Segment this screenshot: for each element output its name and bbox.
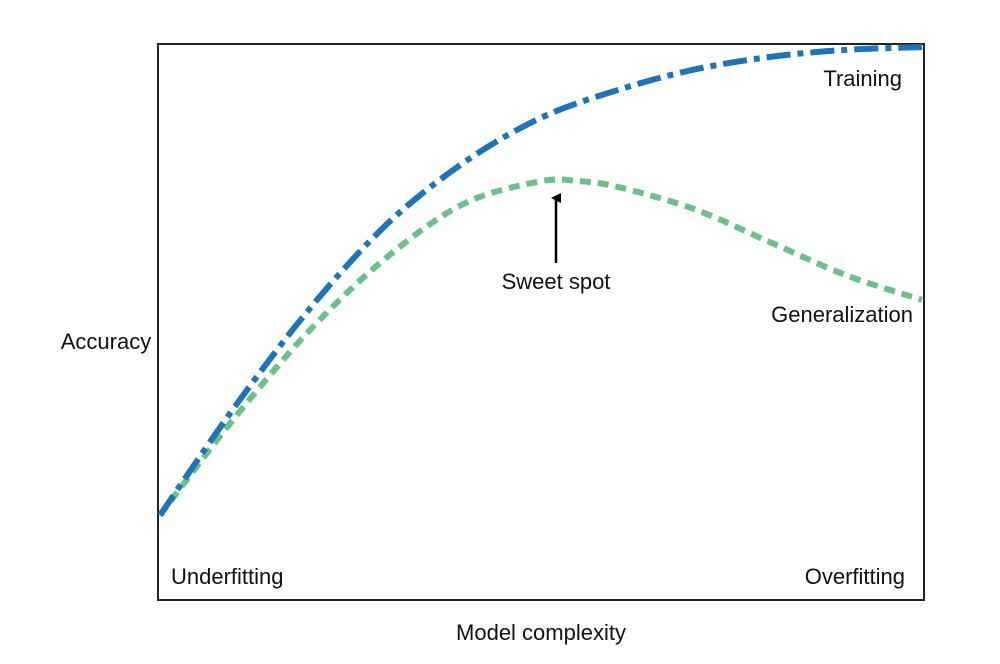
y-axis-label: Accuracy — [61, 329, 151, 354]
series-label-generalization: Generalization — [771, 302, 913, 327]
series-line-generalization — [157, 176, 923, 518]
overfitting-label: Overfitting — [805, 564, 905, 589]
underfitting-label: Underfitting — [171, 564, 284, 589]
plot-frame — [157, 43, 925, 601]
series-label-training: Training — [823, 66, 902, 91]
x-axis-label: Model complexity — [456, 620, 626, 645]
series-layer — [157, 44, 923, 518]
sweet-spot-label: Sweet spot — [502, 269, 611, 294]
series-line-training — [157, 44, 923, 517]
